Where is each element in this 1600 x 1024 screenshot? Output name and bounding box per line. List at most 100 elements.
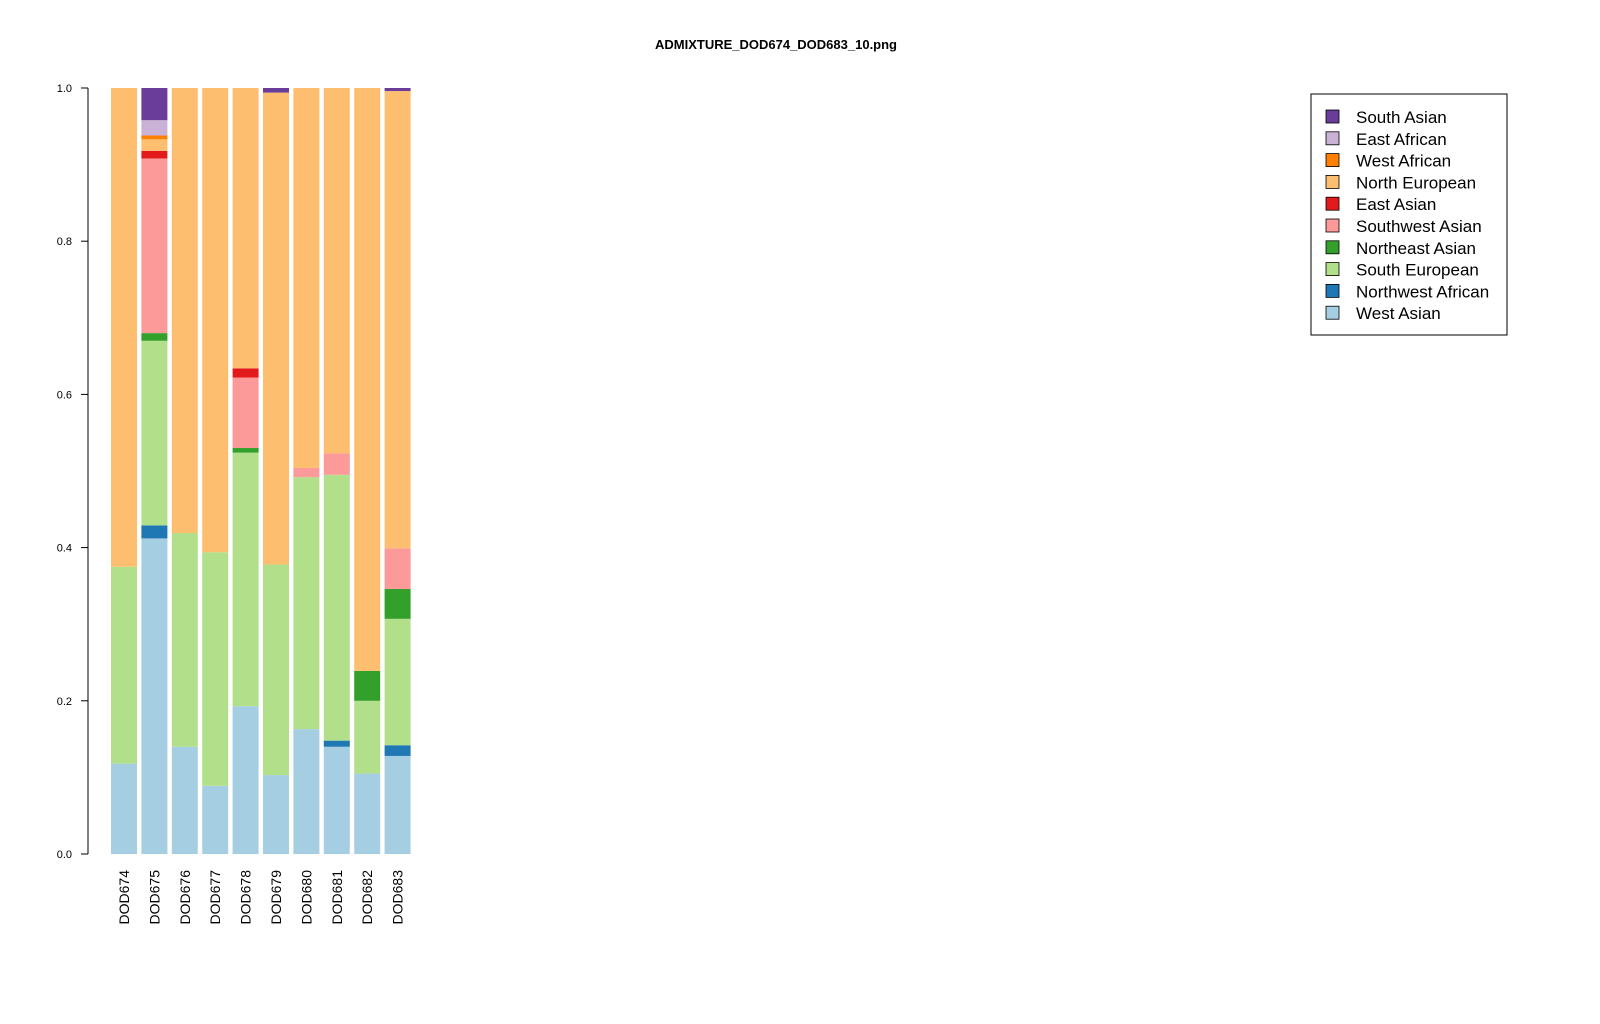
legend-label: Northwest African xyxy=(1356,282,1489,301)
bar-segment-south-european xyxy=(111,566,137,764)
x-tick-label: DOD682 xyxy=(359,870,375,925)
bar-segment-south-european xyxy=(171,533,198,747)
bar-segment-west-asian xyxy=(141,538,168,854)
bar-segment-south-european xyxy=(323,474,350,741)
bar-segment-north-european xyxy=(293,88,320,468)
legend-swatch xyxy=(1325,305,1340,320)
bar-segment-north-european xyxy=(263,92,289,565)
bar-segment-west-asian xyxy=(384,755,411,854)
bar-stack-dod678 xyxy=(232,88,259,854)
bar-stack-dod680 xyxy=(293,88,320,854)
bar-segment-west-african xyxy=(141,135,168,140)
x-axis-labels: DOD674 DOD675 DOD676 DOD677 DOD678 DOD679 DOD6… xyxy=(116,870,406,925)
y-tick-label: 0.0 xyxy=(57,849,72,861)
bar-segment-northeast-asian xyxy=(384,588,411,619)
legend-label: North European xyxy=(1356,173,1476,192)
bar-segment-southwest-asian xyxy=(232,377,259,449)
legend-label: East Asian xyxy=(1356,195,1436,214)
bar-segment-north-european xyxy=(111,88,137,567)
y-tick-label: 0.2 xyxy=(57,696,72,708)
bar-stack-dod681 xyxy=(323,88,350,854)
bar-segment-west-asian xyxy=(263,775,289,854)
x-tick-label: DOD675 xyxy=(146,870,162,925)
x-tick-label: DOD681 xyxy=(329,870,345,925)
bar-stack-dod683 xyxy=(384,88,411,854)
x-tick-label: DOD677 xyxy=(207,870,223,925)
bar-segment-south-asian xyxy=(263,88,289,93)
bar-segment-northwest-african xyxy=(141,525,168,539)
y-tick-label: 0.4 xyxy=(57,543,72,555)
legend-label: South Asian xyxy=(1356,108,1447,127)
bar-segment-south-european xyxy=(293,477,320,730)
legend-label: Southwest Asian xyxy=(1356,217,1482,236)
bar-segment-east-asian xyxy=(141,150,168,159)
y-tick-label: 1.0 xyxy=(57,83,72,95)
bar-segment-north-european xyxy=(323,88,350,454)
bar-stack-dod674 xyxy=(111,88,137,854)
stacked-bars xyxy=(111,88,411,854)
x-tick-label: DOD679 xyxy=(268,870,284,925)
bar-segment-northeast-asian xyxy=(141,333,168,341)
legend-box xyxy=(1310,93,1508,336)
bar-segment-west-asian xyxy=(323,746,350,854)
bar-segment-west-asian xyxy=(232,706,259,854)
bar-segment-south-european xyxy=(141,340,168,526)
bar-stack-dod682 xyxy=(354,88,381,854)
bar-stack-dod679 xyxy=(263,88,289,854)
bar-segment-south-european xyxy=(384,618,411,746)
bar-segment-east-african xyxy=(141,120,168,136)
bar-segment-southwest-asian xyxy=(384,548,411,589)
y-tick-label: 0.8 xyxy=(57,236,72,248)
legend-swatch xyxy=(1325,174,1340,189)
bar-stack-dod675 xyxy=(141,88,168,854)
bar-segment-southwest-asian xyxy=(141,158,168,334)
bar-segment-north-european xyxy=(141,139,168,151)
legend-label: East African xyxy=(1356,130,1447,149)
bar-segment-south-european xyxy=(232,452,259,707)
legend-label: Northeast Asian xyxy=(1356,239,1476,258)
legend-label: West African xyxy=(1356,152,1451,171)
legend-swatch xyxy=(1325,196,1340,211)
legend-swatch xyxy=(1325,109,1340,124)
bar-stack-dod676 xyxy=(171,88,198,854)
x-tick-label: DOD674 xyxy=(116,870,132,925)
bar-segment-west-asian xyxy=(171,746,198,854)
legend-swatch xyxy=(1325,218,1340,233)
bar-segment-west-asian xyxy=(293,729,320,854)
bar-segment-south-european xyxy=(354,700,381,774)
legend: South Asian East African West African North… xyxy=(1310,93,1508,336)
bar-segment-northwest-african xyxy=(384,745,411,756)
bar-segment-northeast-asian xyxy=(354,670,381,701)
bar-segment-north-european xyxy=(202,88,229,553)
x-tick-label: DOD680 xyxy=(298,870,314,925)
chart-title: ADMIXTURE_DOD674_DOD683_10.png xyxy=(655,37,897,52)
bar-segment-west-asian xyxy=(111,763,137,854)
bar-segment-southwest-asian xyxy=(323,453,350,475)
legend-label: West Asian xyxy=(1356,304,1441,323)
legend-swatch xyxy=(1325,153,1340,168)
legend-swatch xyxy=(1325,131,1340,146)
bar-segment-south-european xyxy=(202,552,229,786)
bar-segment-northeast-asian xyxy=(232,448,259,453)
legend-label: South European xyxy=(1356,261,1479,280)
bar-segment-east-asian xyxy=(232,368,259,378)
y-axis: 0.0 0.2 0.4 0.6 0.8 1.0 xyxy=(57,83,89,861)
bar-segment-south-asian xyxy=(384,88,411,92)
bar-segment-southwest-asian xyxy=(293,467,320,478)
bar-segment-west-asian xyxy=(354,773,381,854)
bar-segment-north-european xyxy=(354,88,381,671)
x-tick-label: DOD678 xyxy=(238,870,254,925)
y-tick-label: 0.6 xyxy=(57,389,72,401)
bar-segment-north-european xyxy=(171,88,198,534)
bar-segment-west-asian xyxy=(202,785,229,854)
bar-stack-dod677 xyxy=(202,88,229,854)
x-tick-label: DOD676 xyxy=(177,870,193,925)
legend-swatch xyxy=(1325,283,1340,298)
legend-swatch xyxy=(1325,240,1340,255)
bar-segment-north-european xyxy=(232,88,259,369)
bar-segment-northwest-african xyxy=(323,740,350,747)
bar-segment-south-asian xyxy=(141,88,168,121)
x-tick-label: DOD683 xyxy=(390,870,406,925)
bar-segment-north-european xyxy=(384,91,411,549)
